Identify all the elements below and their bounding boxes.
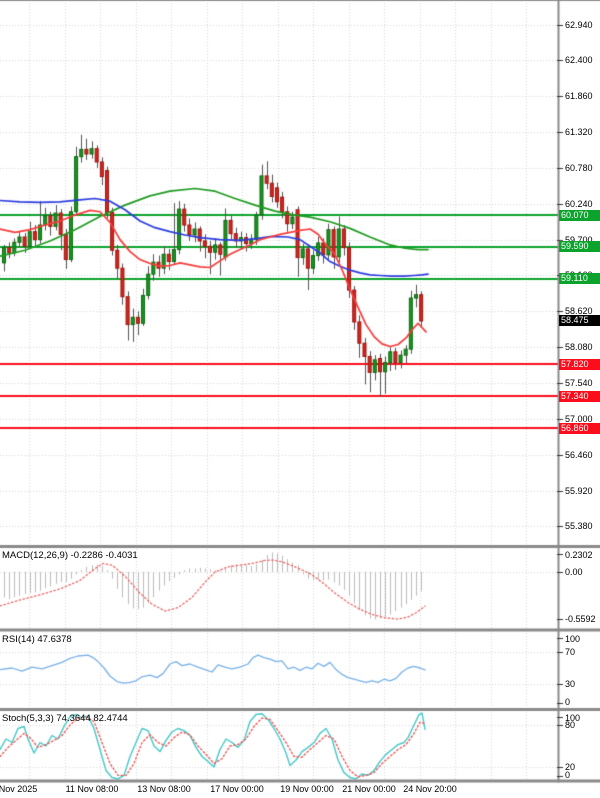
- price-tick-label: 56.460: [565, 449, 593, 460]
- indicator-axis-label: -0.5592: [565, 614, 596, 625]
- resistance-badge: 59.590: [559, 241, 600, 253]
- time-axis-label: Nov 2025: [0, 784, 38, 794]
- price-tick-label: 58.620: [565, 306, 593, 317]
- indicator-axis-label: 70: [565, 647, 576, 657]
- price-tick-label: 58.080: [565, 342, 593, 353]
- price-tick-label: 57.540: [565, 378, 593, 389]
- indicator-axis-label: 20: [565, 762, 576, 772]
- price-tick-label: 57.000: [565, 413, 593, 424]
- indicator-axis-label: 80: [565, 720, 576, 731]
- price-tick-label: 55.920: [565, 485, 593, 496]
- indicator-axis-label: 100: [565, 713, 581, 723]
- support-badge: 57.340: [559, 390, 600, 402]
- indicator-axis-label: 0: [565, 770, 571, 780]
- time-axis-label: 11 Nov 08:00: [65, 784, 119, 794]
- support-badge: 57.820: [559, 358, 600, 370]
- rsi-indicator-label: RSI(14) 47.6378: [2, 634, 72, 645]
- price-tick-label: 61.320: [565, 127, 593, 138]
- price-tick-label: 62.940: [565, 19, 593, 30]
- time-axis-label: 19 Nov 00:00: [280, 784, 334, 794]
- price-tick-label: 59.700: [565, 234, 593, 245]
- indicator-axis-label: 0.00: [565, 566, 583, 577]
- stoch-indicator-label: Stoch(5,3,3) 74.3644 82.4744: [2, 713, 128, 724]
- time-axis-label: 13 Nov 08:00: [137, 784, 191, 794]
- support-badge: 56.860: [559, 422, 600, 434]
- indicator-axis-label: 0: [565, 697, 571, 707]
- time-axis-label: 24 Nov 20:00: [403, 784, 457, 794]
- price-tick-label: 61.860: [565, 91, 593, 102]
- current-price-badge: 58.475: [559, 315, 600, 327]
- price-tick-label: 55.380: [565, 521, 593, 532]
- time-axis-label: 17 Nov 00:00: [210, 784, 264, 794]
- price-tick-label: 62.400: [565, 55, 593, 66]
- indicator-axis-label: 0.2302: [565, 550, 593, 560]
- resistance-badge: 59.110: [559, 273, 600, 285]
- indicator-axis-label: 100: [565, 634, 581, 644]
- price-tick-label: 60.240: [565, 198, 593, 209]
- indicator-axis-label: 30: [565, 679, 576, 689]
- price-tick-label: 60.780: [565, 162, 593, 173]
- resistance-badge: 60.070: [559, 209, 600, 221]
- time-axis-label: 21 Nov 00:00: [342, 784, 396, 794]
- macd-indicator-label: MACD(12,26,9) -0.2286 -0.4031: [2, 550, 138, 561]
